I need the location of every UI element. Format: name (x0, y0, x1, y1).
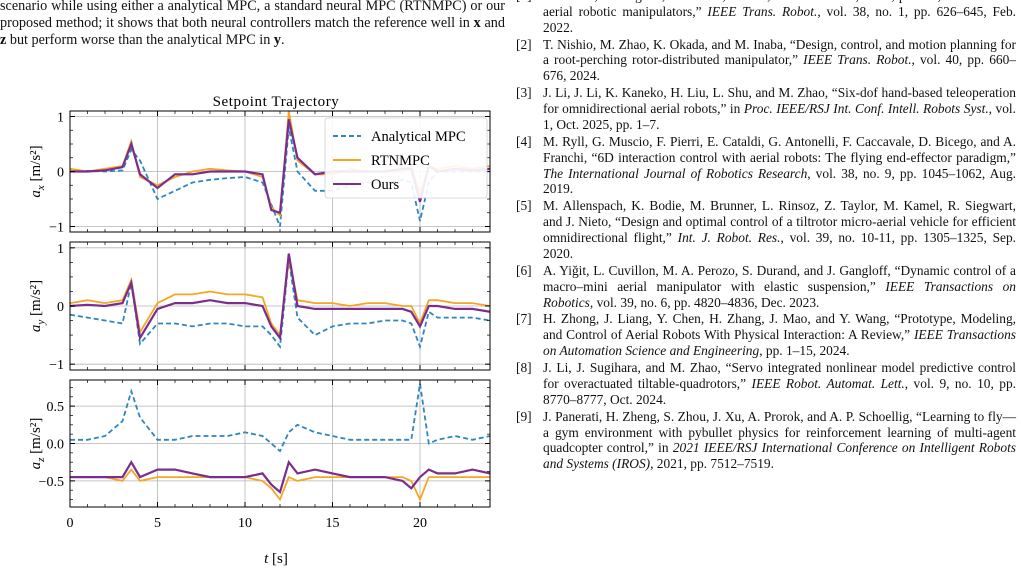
reference-text: M. Allenspach, K. Bodie, M. Brunner, L. … (543, 198, 1016, 246)
paragraph-text: but perform worse than the analytical MP… (6, 32, 274, 49)
panel-y: −1 0 1 ay [m/s²] (28, 241, 491, 373)
reference-number: [6] (516, 262, 532, 278)
series-line-rtnmpc (70, 468, 490, 502)
reference-text: A. Yiğit, L. Cuvillon, M. A. Perozo, S. … (543, 262, 1016, 294)
chart-title: Setpoint Trajectory (213, 94, 340, 110)
reference-venue: Proc. IEEE/RSJ Int. Conf. Intell. Robots… (743, 101, 989, 117)
y-tick-label: 0.0 (47, 438, 65, 453)
reference-item: [6] A. Yiğit, L. Cuvillon, M. A. Perozo, … (516, 263, 1016, 311)
y-tick-label: −1 (49, 221, 64, 236)
x-axis-label: t [s] (264, 551, 288, 567)
reference-text: M. Ryll, G. Muscio, F. Pierri, E. Catald… (543, 133, 1016, 165)
reference-number: [8] (516, 360, 532, 376)
paragraph-text: and (480, 15, 505, 32)
reference-text: , vol. 38, no. 1, pp. 626–645, Feb. 2022… (543, 3, 1016, 35)
reference-venue: IEEE Trans. Robot. (707, 3, 818, 19)
reference-venue: IEEE Transactions on Automation Science … (543, 327, 1016, 359)
reference-text: H. Zhong, J. Liang, Y. Chen, H. Zhang, J… (543, 311, 1016, 343)
y-axis-label: ay [m/s²] (28, 280, 47, 332)
reference-item: [8] J. Li, J. Sugihara, and M. Zhao, “Ser… (516, 360, 1016, 408)
reference-number: [7] (516, 311, 532, 327)
paragraph-text: . (280, 32, 285, 49)
bold-symbol: x (473, 15, 481, 32)
reference-text: , vol. 9, no. 10, pp. 8770–8777, Oct. 20… (543, 375, 1016, 407)
paragraph-text: scenario while using either a analytical… (0, 0, 505, 32)
reference-text: , vol. 39, no. 10-11, pp. 1305–1325, Sep… (543, 230, 1016, 261)
reference-item: [7] H. Zhong, J. Liang, Y. Chen, H. Zhang… (516, 311, 1016, 359)
reference-number: [4] (516, 133, 532, 149)
reference-text: , vol. 1, Oct. 2025, pp. 1–7. (543, 101, 1016, 132)
reference-item: [9] J. Panerati, H. Zheng, S. Zhou, J. Xu… (516, 409, 1016, 472)
reference-item: [3] J. Li, J. Li, K. Kaneko, H. Liu, L. S… (516, 85, 1016, 133)
y-tick-label: −0.5 (39, 475, 64, 490)
x-tick-label: 5 (154, 516, 161, 531)
reference-venue: The International Journal of Robotics Re… (543, 165, 808, 181)
reference-item: [1] A. Ollero, M. Tognon, A. Suarez, D. L… (516, 0, 1016, 36)
y-axis-label: ax [m/s²] (28, 145, 47, 197)
reference-text: , vol. 40, pp. 660–676, 2024. (543, 52, 1016, 84)
x-tick-label: 15 (326, 516, 340, 531)
series-line-ours (70, 459, 490, 495)
reference-number: [3] (516, 85, 532, 101)
legend-label: Analytical MPC (371, 129, 466, 145)
reference-venue: IEEE Robot. Automat. Lett. (751, 375, 905, 391)
right-column: [1] A. Ollero, M. Tognon, A. Suarez, D. L… (509, 0, 1021, 579)
reference-text: T. Nishio, M. Zhao, K. Okada, and M. Ina… (543, 36, 1016, 68)
reference-text: , 2021, pp. 7512–7519. (650, 456, 774, 472)
reference-text: , vol. 39, no. 6, pp. 4820–4836, Dec. 20… (589, 294, 820, 310)
x-axis: 0 5 10 15 20 (67, 516, 428, 531)
bold-symbol: y (273, 32, 281, 49)
reference-list: [1] A. Ollero, M. Tognon, A. Suarez, D. L… (516, 0, 1016, 473)
reference-text: A. Ollero, M. Tognon, A. Suarez, D. Lee,… (543, 0, 1016, 19)
y-tick-label: 0 (57, 166, 64, 181)
legend-label: Ours (371, 177, 400, 193)
reference-number: [9] (516, 408, 532, 424)
series-line-ours (70, 253, 490, 342)
y-axis-label: az [m/s²] (28, 418, 47, 470)
reference-number: [2] (516, 36, 532, 52)
reference-number: [5] (516, 198, 532, 214)
reference-text: J. Panerati, H. Zheng, S. Zhou, J. Xu, A… (543, 408, 1016, 456)
body-paragraph: scenario while using either a analytical… (0, 0, 505, 50)
reference-text: J. Li, J. Sugihara, and M. Zhao, “Servo … (543, 360, 1016, 391)
reference-venue: IEEE Trans. Robot. (803, 52, 912, 68)
panel-z: −0.5 0.0 0.5az [m/s²] (28, 379, 491, 508)
reference-item: [2] T. Nishio, M. Zhao, K. Okada, and M. … (516, 37, 1016, 85)
reference-number: [1] (516, 0, 532, 4)
reference-text: , vol. 38, no. 9, pp. 1045–1062, Aug. 20… (543, 165, 1016, 197)
legend-label: RTNMPC (371, 153, 430, 169)
x-tick-label: 0 (67, 516, 74, 531)
y-tick-label: 1 (57, 242, 64, 257)
y-tick-label: 0 (57, 300, 64, 315)
legend-box (324, 117, 488, 199)
reference-item: [5] M. Allenspach, K. Bodie, M. Brunner, … (516, 198, 1016, 261)
chart-legend: Analytical MPC RTNMPC Ours (324, 117, 488, 199)
y-tick-label: 0.5 (47, 400, 65, 415)
reference-text: , pp. 1–15, 2024. (759, 343, 850, 359)
reference-item: [4] M. Ryll, G. Muscio, F. Pierri, E. Cat… (516, 134, 1016, 197)
left-column: scenario while using either a analytical… (0, 0, 510, 579)
reference-text: J. Li, J. Li, K. Kaneko, H. Liu, L. Shu,… (543, 85, 1016, 117)
x-tick-label: 10 (238, 516, 252, 531)
bold-symbol: z (0, 32, 7, 49)
series-line-analytical-mpc (70, 383, 490, 453)
reference-venue: Int. J. Robot. Res. (677, 230, 781, 246)
reference-venue: IEEE Transactions on Robotics (543, 278, 1016, 310)
setpoint-trajectory-figure: Setpoint Trajectory −1 0 1 ax [m/s²] −1 0 1 ay … (28, 94, 491, 567)
reference-venue: 2021 IEEE/RSJ International Conference o… (543, 440, 1017, 472)
y-tick-label: 1 (57, 111, 64, 126)
x-tick-label: 20 (413, 516, 427, 531)
y-tick-label: −1 (49, 358, 64, 373)
